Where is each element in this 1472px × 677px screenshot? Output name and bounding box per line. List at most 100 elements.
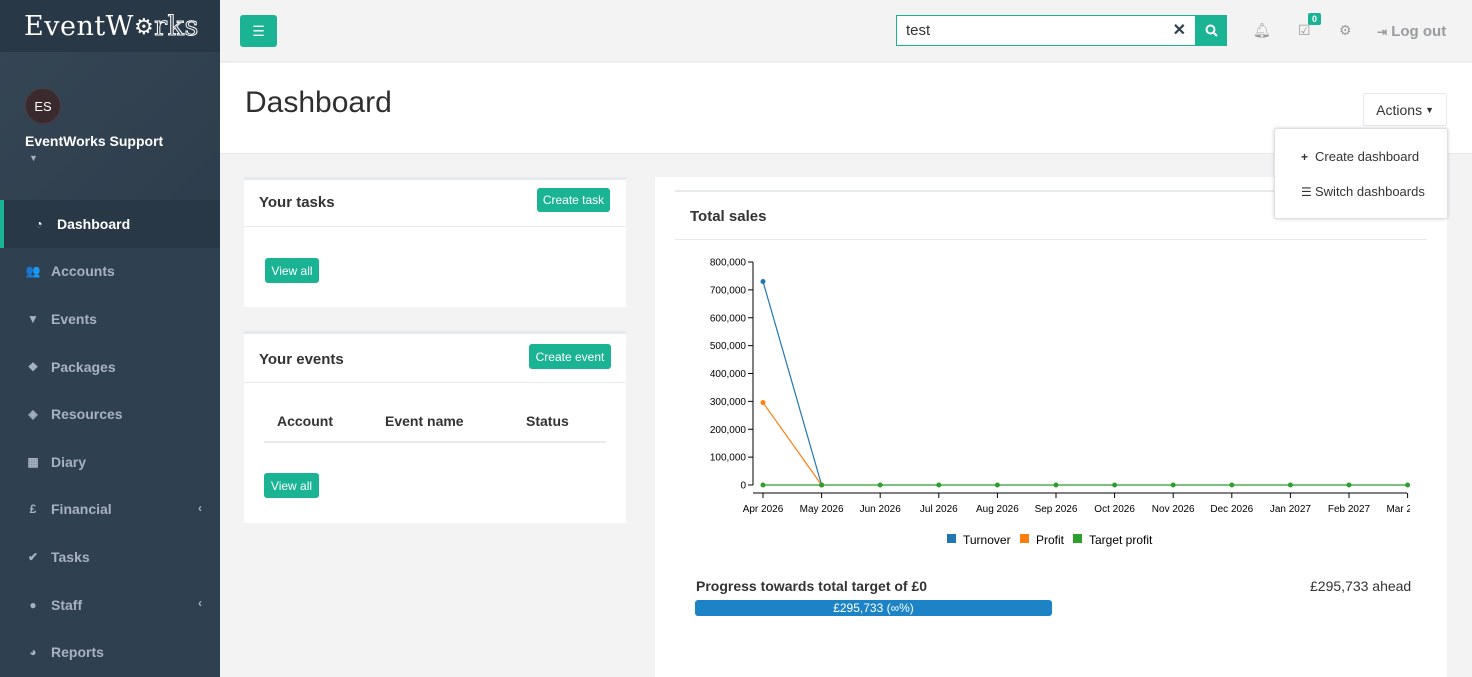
data-point[interactable] — [1405, 482, 1410, 488]
gear-icon[interactable]: ⚙ — [1339, 22, 1352, 38]
legend-swatch — [1073, 534, 1082, 543]
sidebar-item-dashboard[interactable]: ◔ Dashboard — [0, 200, 220, 248]
sidebar-item-label: Reports — [51, 644, 104, 661]
logout-label: Log out — [1391, 23, 1447, 40]
menu-toggle-button[interactable]: ☰ — [240, 15, 277, 47]
sidebar-item-label: Resources — [51, 406, 123, 423]
x-tick-label: Aug 2026 — [976, 504, 1019, 515]
search-icon — [1205, 24, 1218, 37]
legend-label[interactable]: Target profit — [1089, 533, 1153, 547]
data-point[interactable] — [760, 400, 766, 406]
events-view-all-button[interactable]: View all — [264, 473, 319, 498]
x-tick-label: Dec 2026 — [1210, 504, 1253, 515]
sidebar-item-label: Financial — [51, 501, 112, 518]
y-tick-label: 0 — [740, 481, 746, 492]
column-header-status[interactable]: Status — [526, 413, 569, 429]
data-point[interactable] — [1170, 482, 1176, 488]
logout-link[interactable]: ⇥ Log out — [1377, 23, 1446, 40]
switch-dashboards-label: Switch dashboards — [1315, 184, 1425, 199]
sidebar-item-label: Dashboard — [57, 215, 131, 232]
data-point[interactable] — [936, 482, 942, 488]
x-tick-label: Jun 2026 — [860, 504, 902, 515]
total-sales-chart: 0 100,000 200,000 300,000 400,000 500,000 600,… — [710, 258, 1410, 547]
x-tick-label: Apr 2026 — [743, 504, 784, 515]
switch-dashboards-menu-item[interactable]: ☰ Switch dashboards — [1301, 184, 1425, 199]
chart-legend: Turnover Profit Target profit — [947, 533, 1153, 547]
cube-icon: ◈ — [28, 407, 38, 422]
x-axis: Apr 2026 May 2026 Jun 2026 Jul 2026 Aug 2026… — [743, 492, 1410, 515]
legend-label[interactable]: Profit — [1036, 533, 1065, 547]
create-event-button[interactable]: Create event — [529, 344, 611, 369]
sidebar-item-reports[interactable]: ◕ Reports — [0, 628, 220, 676]
sidebar-item-staff[interactable]: ● Staff ‹ — [0, 581, 220, 629]
data-point[interactable] — [1053, 482, 1059, 488]
total-sales-title: Total sales — [690, 208, 767, 225]
create-dashboard-menu-item[interactable]: + Create dashboard — [1301, 149, 1419, 164]
users-icon: 👥 — [25, 264, 41, 279]
sidebar-item-tasks[interactable]: ✔ Tasks — [0, 533, 220, 581]
data-point[interactable] — [760, 279, 766, 285]
caret-down-icon: ▼ — [1425, 104, 1434, 115]
x-tick-label: Oct 2026 — [1094, 504, 1135, 515]
sidebar-item-diary[interactable]: ▦ Diary — [0, 438, 220, 486]
actions-dropdown-menu: + Create dashboard ☰ Switch dashboards — [1274, 128, 1448, 219]
user-icon: ● — [29, 597, 37, 612]
y-tick-label: 100,000 — [710, 453, 747, 464]
divider — [675, 190, 1427, 192]
x-tick-label: Nov 2026 — [1152, 504, 1195, 515]
progress-label: Progress towards total target of £0 — [696, 578, 928, 594]
search-button[interactable] — [1196, 15, 1227, 46]
sidebar-item-label: Diary — [51, 453, 87, 470]
bell-icon[interactable]: 🔔︎ — [1253, 22, 1271, 38]
clear-icon[interactable]: ✕ — [1172, 22, 1186, 39]
cubes-icon: ❖ — [27, 359, 39, 374]
data-point[interactable] — [1287, 482, 1293, 488]
chevron-left-icon: ‹ — [198, 500, 202, 515]
column-header-account[interactable]: Account — [277, 413, 333, 429]
plus-icon: + — [1301, 150, 1309, 164]
data-point[interactable] — [1229, 482, 1235, 488]
actions-label: Actions — [1376, 101, 1423, 118]
total-sales-panel: Total sales — [655, 177, 1447, 677]
legend-swatch — [947, 534, 956, 543]
actions-dropdown-button[interactable]: Actions ▼ — [1363, 93, 1447, 126]
caret-down-icon[interactable]: ▼ — [29, 153, 38, 163]
column-header-event-name[interactable]: Event name — [385, 413, 464, 429]
x-tick-label: Feb 2027 — [1328, 504, 1371, 515]
sidebar-item-events[interactable]: ▼ Events — [0, 295, 220, 343]
chart-lines — [760, 279, 1410, 488]
data-point[interactable] — [1346, 482, 1352, 488]
y-tick-label: 700,000 — [710, 285, 747, 296]
profile-name[interactable]: EventWorks Support — [25, 133, 164, 149]
sidebar-item-label: Tasks — [51, 548, 90, 565]
x-tick-label: Jul 2026 — [920, 504, 958, 515]
x-tick-label: Sep 2026 — [1035, 504, 1078, 515]
create-task-button[interactable]: Create task — [537, 188, 610, 212]
calendar-icon: ▦ — [27, 454, 39, 469]
sidebar-item-financial[interactable]: £ Financial ‹ — [0, 486, 220, 534]
data-point[interactable] — [819, 482, 825, 488]
divider — [244, 226, 626, 227]
data-point[interactable] — [877, 482, 883, 488]
sidebar-item-resources[interactable]: ◈ Resources — [0, 390, 220, 438]
dashboard-icon: ◔ — [35, 216, 43, 231]
tasks-badge: 0 — [1308, 13, 1322, 25]
sidebar-item-accounts[interactable]: 👥 Accounts — [0, 248, 220, 296]
page-title: Dashboard — [245, 86, 392, 119]
tasks-view-all-button[interactable]: View all — [265, 258, 319, 283]
legend-label[interactable]: Turnover — [963, 533, 1011, 547]
data-point[interactable] — [994, 482, 1000, 488]
logo-text-outline: rks — [154, 10, 199, 42]
logo-bar: EventW⚙rks — [0, 0, 220, 52]
y-tick-label: 800,000 — [710, 258, 747, 269]
app-logo[interactable]: EventW⚙rks — [24, 10, 199, 42]
data-point[interactable] — [1112, 482, 1118, 488]
sidebar-item-packages[interactable]: ❖ Packages — [0, 343, 220, 391]
search-input[interactable] — [897, 16, 1157, 45]
check-icon: ✔ — [27, 549, 39, 564]
tasks-check-icon[interactable]: ☑ — [1298, 22, 1311, 38]
avatar[interactable]: ES — [25, 88, 61, 124]
data-point[interactable] — [760, 482, 766, 488]
sidebar-item-label: Events — [51, 310, 97, 327]
events-panel: Your events Create event Account Event n… — [244, 331, 626, 523]
